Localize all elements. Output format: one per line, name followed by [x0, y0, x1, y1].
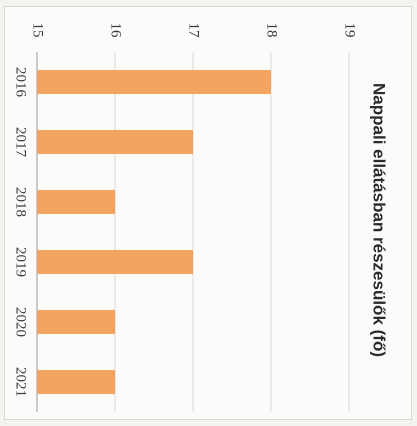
category-labels: 2016 2017 2018 2019 2020 2021 [13, 67, 29, 397]
category-label-2018: 2018 [13, 187, 29, 217]
bar-2018 [37, 190, 115, 214]
value-tick-label: 16 [108, 23, 124, 39]
bar-2017 [37, 130, 193, 154]
bar-2021 [37, 370, 115, 394]
category-label-2021: 2021 [13, 367, 29, 397]
value-tick-label: 18 [264, 23, 280, 38]
value-tick-label: 17 [186, 23, 202, 39]
value-tick-label: 15 [30, 23, 46, 38]
chart-title: Nappali ellátásban részesülők (fő) [370, 83, 389, 357]
category-label-2019: 2019 [13, 247, 29, 277]
value-ticks: 15 16 17 18 19 [30, 23, 358, 39]
category-label-2016: 2016 [13, 67, 29, 98]
category-label-2017: 2017 [13, 127, 29, 158]
bar-2019 [37, 250, 193, 274]
bars [37, 70, 271, 394]
value-tick-label: 19 [342, 23, 358, 38]
bar-2016 [37, 70, 271, 94]
grid [36, 52, 350, 412]
bar-2020 [37, 310, 115, 334]
category-label-2020: 2020 [13, 307, 29, 337]
